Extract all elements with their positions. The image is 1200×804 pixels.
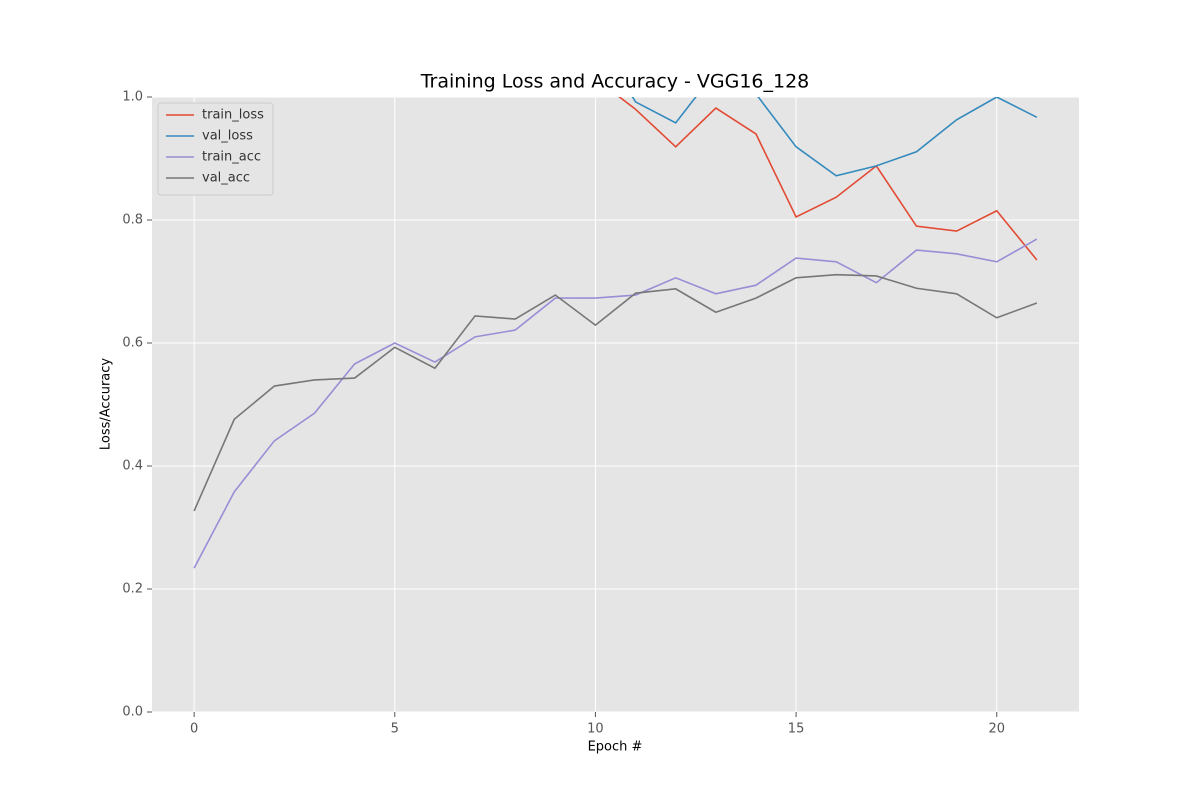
legend-label: train_acc [202, 150, 261, 165]
x-tick-label: 0 [190, 722, 198, 737]
y-tick-label: 0.0 [122, 705, 143, 720]
series-line [631, 97, 1038, 177]
legend-label: train_loss [202, 108, 264, 123]
plot-area [152, 97, 1079, 712]
legend-label: val_acc [202, 171, 250, 186]
legend-label: val_loss [202, 129, 253, 144]
legend: train_loss val_loss train_acc val_acc [157, 102, 274, 196]
chart-title: Training Loss and Accuracy - VGG16_128 [420, 71, 810, 93]
series-line [193, 273, 1038, 512]
x-tick-label: 20 [988, 722, 1005, 737]
lines [193, 97, 1038, 569]
x-tick-label: 10 [587, 722, 604, 737]
x-tick-label: 5 [391, 722, 399, 737]
y-tick-label: 0.8 [122, 213, 143, 228]
y-tick-label: 0.2 [122, 582, 143, 597]
series-line [618, 97, 1038, 261]
legend-box [157, 102, 274, 196]
y-tick-label: 0.4 [122, 459, 143, 474]
series-line [193, 238, 1038, 569]
y-tick-label: 0.6 [122, 336, 143, 351]
y-axis-label: Loss/Accuracy [99, 358, 114, 451]
x-axis-label: Epoch # [588, 740, 643, 755]
grid: 0.0 0.2 0.4 0.6 0.8 1.0 0 5 10 15 20 [122, 90, 1079, 737]
y-tick-label: 1.0 [122, 90, 143, 105]
x-tick-label: 15 [788, 722, 805, 737]
